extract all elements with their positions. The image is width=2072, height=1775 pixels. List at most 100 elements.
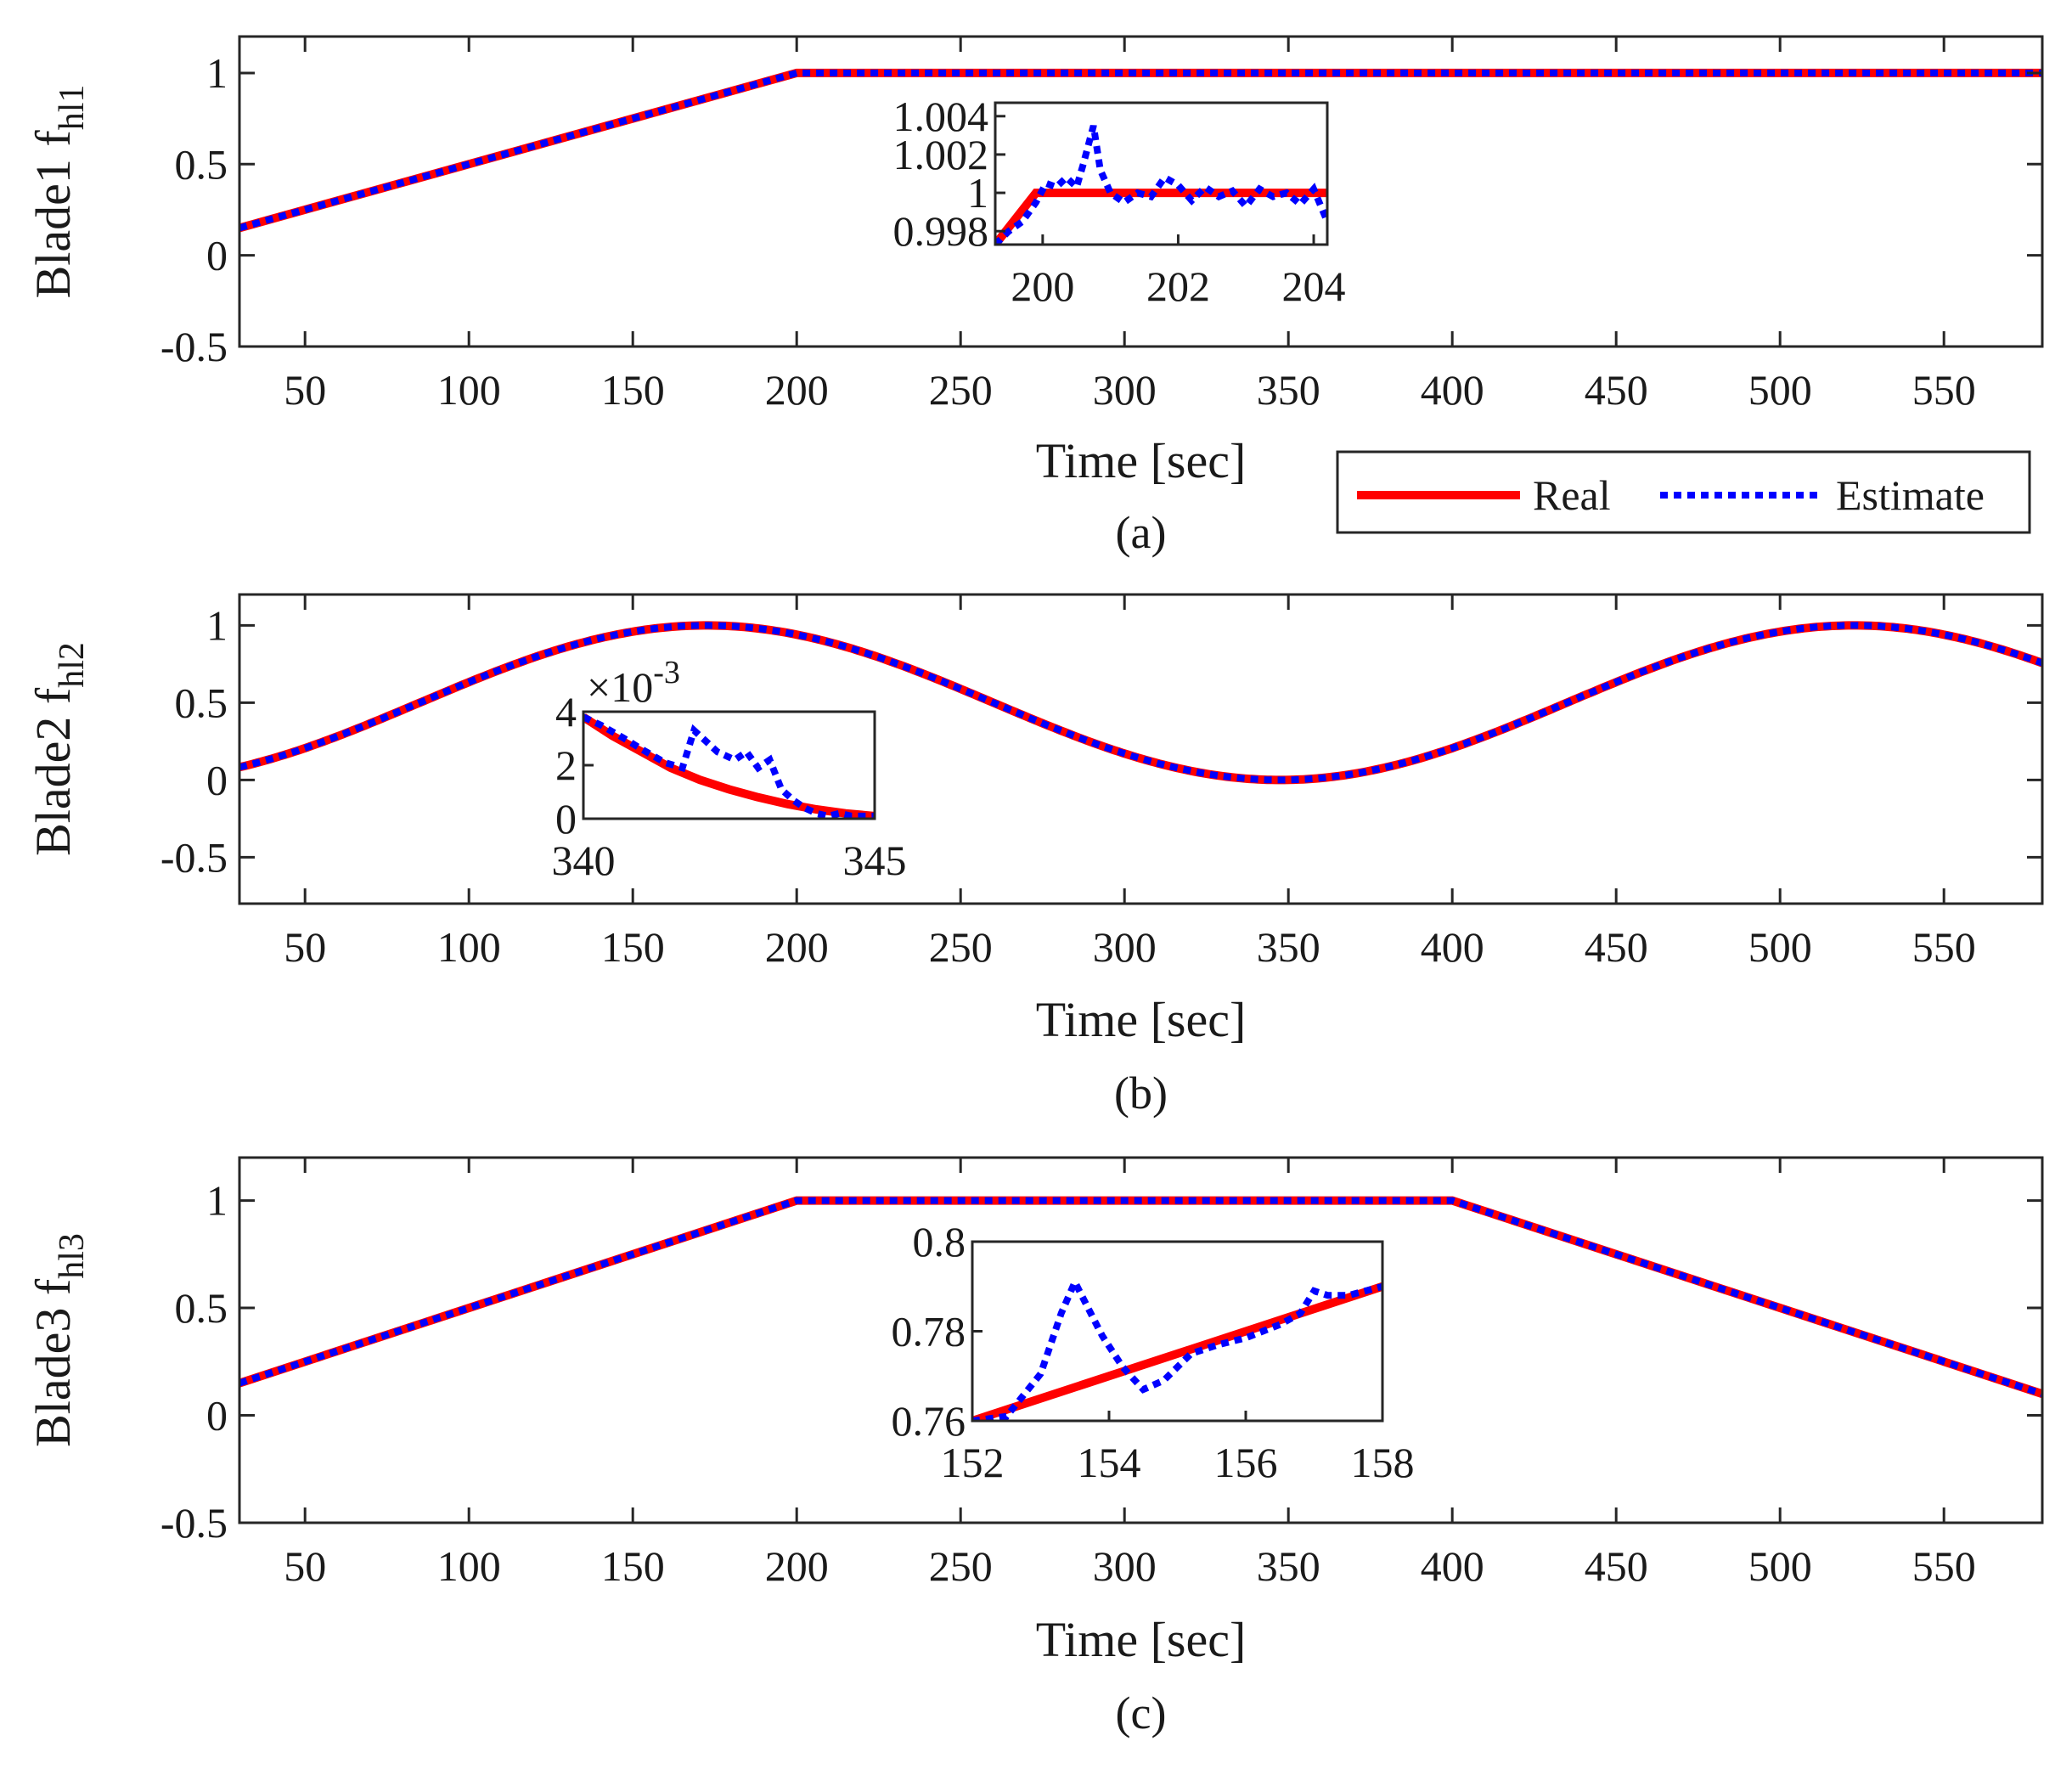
panel-1: 50 100 150 200 250 300 350 400 450 500 550 -0.5 0 0.5… — [25, 593, 2044, 1119]
y-axis-label: Blade3 fhl3 — [25, 1233, 92, 1447]
y-tick-label: 0 — [206, 1392, 228, 1440]
inset-series-line-real — [995, 189, 1327, 245]
legend-label-estimate: Estimate — [1836, 471, 1985, 519]
x-tick-label: 100 — [437, 366, 501, 414]
x-axis-label: Time [sec] — [1036, 433, 1247, 488]
y-axis-label-sub: hl1 — [53, 85, 92, 131]
inset-background — [583, 712, 875, 819]
inset-y-tick-label: 1.002 — [893, 131, 989, 178]
y-tick-label: 1 — [206, 49, 228, 97]
x-tick-label: 350 — [1257, 366, 1320, 414]
inset-y-tick-label: 0.998 — [893, 207, 989, 255]
x-tick-label: 550 — [1912, 366, 1976, 414]
y-axis-label-main: Blade3 f — [25, 1278, 81, 1447]
inset-y-tick-label: 1 — [967, 169, 988, 217]
y-tick-label: 0.5 — [175, 679, 228, 726]
x-tick-label: 350 — [1257, 1542, 1320, 1590]
x-tick-label: 500 — [1748, 1542, 1812, 1590]
legend-label-real: Real — [1533, 471, 1611, 519]
x-tick-label: 550 — [1912, 1542, 1976, 1590]
inset-2: 152 154 156 158 0.76 0.78 0.8 — [892, 1218, 1415, 1486]
y-axis-label: Blade2 fhl2 — [25, 642, 92, 856]
inset-exponent-base: ×10 — [587, 663, 653, 711]
inset-y-tick-label: 1.004 — [893, 93, 989, 140]
inset-y-tick-label: 0.76 — [892, 1397, 966, 1445]
inset-x-tick-label: 345 — [843, 837, 907, 884]
inset-x-tick-label: 204 — [1282, 262, 1346, 310]
inset-y-tick-label: 0.78 — [892, 1308, 966, 1355]
inset-x-tick-label: 156 — [1214, 1439, 1278, 1486]
inset-series-line-estimate — [995, 125, 1327, 245]
y-axis-label-main: Blade2 f — [25, 687, 81, 856]
panel-0: 50 100 150 200 250 300 350 400 450 500 550 -0.5 0 0.5… — [25, 35, 2044, 558]
y-tick-label: 0.5 — [175, 1284, 228, 1332]
x-tick-label: 150 — [601, 1542, 665, 1590]
y-axis-label-main: Blade1 f — [25, 130, 81, 299]
series-line-real — [239, 621, 2042, 785]
y-tick-label: 0.5 — [175, 140, 228, 188]
x-tick-label: 50 — [284, 366, 326, 414]
panel-caption: (b) — [1114, 1068, 1168, 1119]
inset-background — [995, 103, 1327, 245]
inset-x-tick-label: 200 — [1011, 262, 1074, 310]
y-tick-label: 0 — [206, 232, 228, 279]
y-axis-label-sub: hl2 — [53, 642, 92, 688]
y-tick-label: -0.5 — [160, 323, 228, 370]
y-tick-label: 1 — [206, 601, 228, 649]
x-tick-label: 100 — [437, 1542, 501, 1590]
inset-1: 340 345 0 2 4×10-3 — [552, 655, 907, 884]
inset-y-tick-label: 2 — [555, 741, 577, 789]
inset-x-tick-label: 202 — [1146, 262, 1210, 310]
x-tick-label: 250 — [929, 1542, 993, 1590]
x-tick-label: 200 — [765, 1542, 829, 1590]
x-tick-label: 400 — [1421, 366, 1484, 414]
inset-background — [972, 1242, 1382, 1421]
series-line-estimate — [239, 1197, 2042, 1398]
inset-x-tick-label: 340 — [552, 837, 616, 884]
x-tick-label: 500 — [1748, 366, 1812, 414]
x-tick-label: 200 — [765, 366, 829, 414]
panel-caption: (c) — [1116, 1688, 1167, 1738]
x-tick-label: 300 — [1093, 923, 1157, 971]
axes-box — [238, 593, 2044, 905]
inset-series-line-estimate — [972, 1274, 1382, 1421]
x-tick-label: 150 — [601, 923, 665, 971]
axes-box — [238, 35, 2044, 348]
x-tick-label: 500 — [1748, 923, 1812, 971]
inset-x-tick-label: 152 — [941, 1439, 1005, 1486]
x-tick-label: 450 — [1585, 923, 1648, 971]
x-tick-label: 150 — [601, 366, 665, 414]
inset-x-tick-label: 154 — [1078, 1439, 1141, 1486]
inset-series-line-estimate — [583, 713, 875, 819]
axes-box — [238, 1156, 2044, 1524]
panel-caption: (a) — [1116, 507, 1167, 558]
x-tick-label: 350 — [1257, 923, 1320, 971]
inset-series-line-real — [972, 1282, 1382, 1421]
inset-box — [994, 101, 1329, 246]
x-tick-label: 300 — [1093, 366, 1157, 414]
inset-exponent-label: ×10-3 — [587, 655, 680, 711]
series-line-estimate — [239, 69, 2042, 232]
x-tick-label: 50 — [284, 1542, 326, 1590]
y-tick-label: -0.5 — [160, 1499, 228, 1547]
x-tick-label: 450 — [1585, 366, 1648, 414]
x-axis-label: Time [sec] — [1036, 992, 1247, 1047]
y-tick-label: -0.5 — [160, 833, 228, 881]
inset-y-tick-label: 0.8 — [913, 1218, 966, 1265]
x-tick-label: 400 — [1421, 923, 1484, 971]
x-tick-label: 100 — [437, 923, 501, 971]
x-tick-label: 200 — [765, 923, 829, 971]
x-tick-label: 300 — [1093, 1542, 1157, 1590]
inset-x-tick-label: 158 — [1351, 1439, 1415, 1486]
inset-y-tick-label: 4 — [555, 688, 577, 735]
inset-exponent-power: -3 — [653, 655, 680, 690]
x-tick-label: 400 — [1421, 1542, 1484, 1590]
x-tick-label: 250 — [929, 366, 993, 414]
x-tick-label: 450 — [1585, 1542, 1648, 1590]
y-axis-label-sub: hl3 — [53, 1233, 92, 1279]
x-axis-label: Time [sec] — [1036, 1612, 1247, 1667]
y-tick-label: 0 — [206, 756, 228, 803]
y-tick-label: 1 — [206, 1177, 228, 1225]
